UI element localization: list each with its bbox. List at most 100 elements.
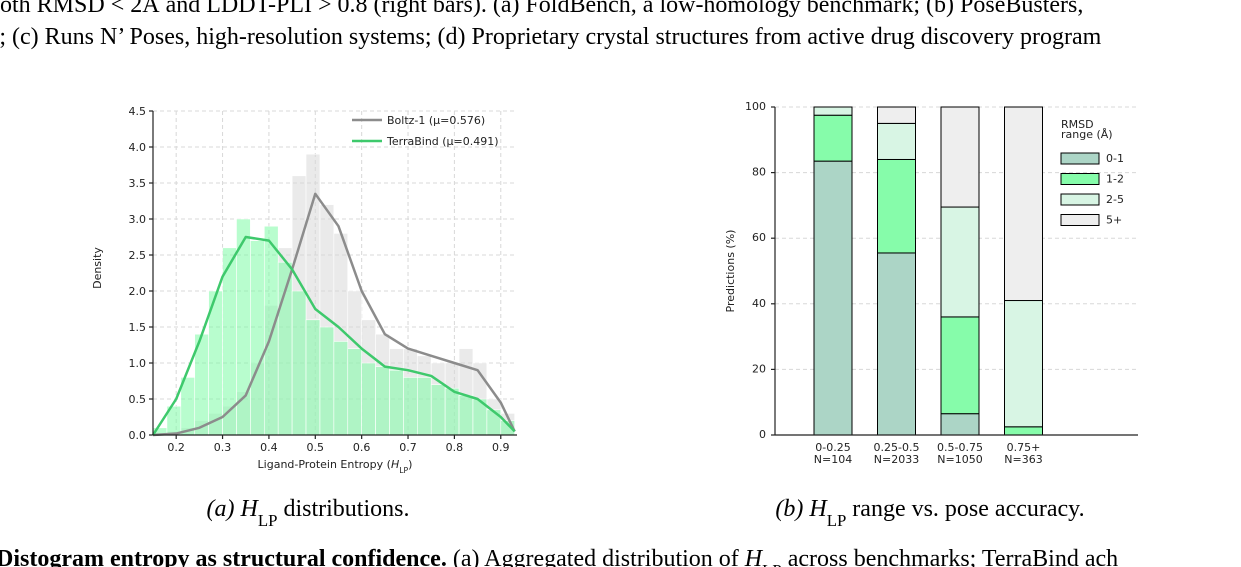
x-tick-label: 0.6: [353, 441, 371, 454]
histogram-bar: [250, 240, 265, 436]
histogram-bar: [486, 409, 502, 436]
caption-line: both RMSD < 2Å and LDDT-PLI > 0.8 (right…: [0, 0, 1083, 18]
y-tick-label: 20: [752, 362, 766, 375]
bar-segment: [813, 106, 853, 116]
histogram-bar: [389, 369, 404, 436]
histogram-bar: [458, 395, 474, 436]
x-tick-label: 0.4: [260, 441, 278, 454]
histogram-bar: [291, 290, 307, 436]
text-span: across benchmarks; TerraBind ach: [782, 546, 1118, 567]
caption-line: s; (c) Runs N’ Poses, high-resolution sy…: [0, 24, 1102, 50]
text-span: LP: [762, 561, 782, 567]
y-tick-label: 1.5: [129, 321, 147, 334]
x-tick-label: 0-0.25: [815, 441, 850, 454]
bar-segment: [940, 413, 980, 436]
x-tick-label: 0.3: [214, 441, 232, 454]
bar-segment: [877, 158, 916, 254]
legend-label: Boltz-1 (μ=0.576): [387, 114, 485, 127]
text-span: Distogram entropy as structural confiden…: [0, 546, 447, 567]
text-span: Ligand-Protein Entropy (: [258, 458, 391, 471]
bar-segment: [940, 206, 980, 318]
legend-label: 1-2: [1106, 173, 1124, 186]
y-tick-label: 0.5: [129, 393, 147, 406]
x-tick-label: 0.25-0.5: [874, 441, 920, 454]
y-tick-label: 2.0: [129, 285, 147, 298]
text-span: distributions.: [277, 496, 409, 522]
legend-swatch: [1060, 152, 1100, 165]
x-tick-count: N=1050: [937, 453, 982, 466]
bar-segment: [877, 252, 916, 436]
bar-segment: [1004, 106, 1043, 302]
x-tick-label: 0.8: [446, 441, 464, 454]
histogram-bar: [319, 326, 335, 436]
legend-label: 2-5: [1106, 193, 1124, 206]
text-span: both RMSD < 2Å and LDDT-PLI > 0.8 (right…: [0, 0, 1083, 18]
y-tick-label: 4.0: [129, 141, 147, 154]
y-tick-label: 80: [752, 166, 766, 179]
x-tick-label: 0.5: [307, 441, 325, 454]
x-tick-label: 0.7: [399, 441, 417, 454]
x-tick-count: N=2033: [874, 453, 919, 466]
bar-segment: [1004, 426, 1043, 436]
bar-segment: [940, 316, 980, 415]
subcaption: (a) HLP distributions.: [207, 496, 410, 530]
bar-segment: [813, 114, 853, 162]
y-tick-label: 4.5: [129, 105, 147, 118]
legend-label: 0-1: [1106, 152, 1124, 165]
legend-swatch: [1060, 193, 1100, 206]
legend-swatch: [1060, 214, 1100, 226]
x-axis-label: Ligand-Protein Entropy (HLP): [258, 458, 413, 475]
y-tick-label: 3.5: [129, 177, 147, 190]
y-tick-label: 0: [759, 428, 766, 441]
text-span: s; (c) Runs N’ Poses, high-resolution sy…: [0, 24, 1102, 50]
x-tick-label: 0.9: [492, 441, 510, 454]
x-tick-count: N=363: [1004, 453, 1042, 466]
histogram-bar: [333, 341, 349, 436]
histogram-bar: [361, 362, 376, 436]
text-span: LP: [827, 511, 847, 530]
y-tick-label: 100: [745, 100, 766, 113]
legend-title: RMSD: [1061, 118, 1094, 131]
bar-segment: [877, 122, 916, 160]
text-span: LP: [258, 511, 278, 530]
legend-label: 5+: [1106, 214, 1122, 227]
legend-swatch: [1060, 173, 1100, 185]
y-axis-label: Density: [91, 247, 104, 289]
text-span: ): [408, 458, 412, 471]
y-tick-label: 60: [752, 231, 766, 244]
histogram-bar: [444, 387, 460, 436]
histogram-bar: [180, 377, 196, 436]
x-tick-label: 0.75+: [1007, 441, 1041, 454]
y-tick-label: 0.0: [129, 429, 147, 442]
histogram-bar: [347, 348, 362, 436]
text-span: range vs. pose accuracy.: [846, 496, 1084, 522]
x-tick-label: 0.5-0.75: [937, 441, 983, 454]
bar-segment: [1004, 300, 1043, 428]
y-tick-label: 1.0: [129, 357, 147, 370]
text-span: (a): [207, 496, 241, 522]
bar-segment: [877, 106, 916, 124]
y-tick-label: 2.5: [129, 249, 147, 262]
histogram-bar: [430, 384, 446, 436]
histogram-bar: [305, 319, 321, 436]
subcaption: (b) HLP range vs. pose accuracy.: [775, 496, 1084, 530]
y-tick-label: 40: [752, 297, 766, 310]
text-span: LP: [399, 466, 408, 475]
text-span: H: [744, 546, 764, 567]
text-span: H: [391, 458, 399, 471]
legend-label: TerraBind (μ=0.491): [386, 135, 499, 148]
legend-title: range (Å): [1061, 128, 1113, 141]
bar-segment: [813, 160, 853, 436]
x-tick-count: N=104: [814, 453, 852, 466]
text-span: H: [808, 496, 828, 522]
histogram-bar: [417, 377, 432, 436]
y-axis-label: Predictions (%): [724, 230, 737, 313]
histogram-bar: [375, 366, 390, 436]
bar-segment: [940, 106, 980, 208]
kde-line: [151, 235, 516, 436]
x-tick-label: 0.2: [167, 441, 185, 454]
text-span: (b): [775, 496, 809, 522]
kde-line: [152, 192, 516, 437]
